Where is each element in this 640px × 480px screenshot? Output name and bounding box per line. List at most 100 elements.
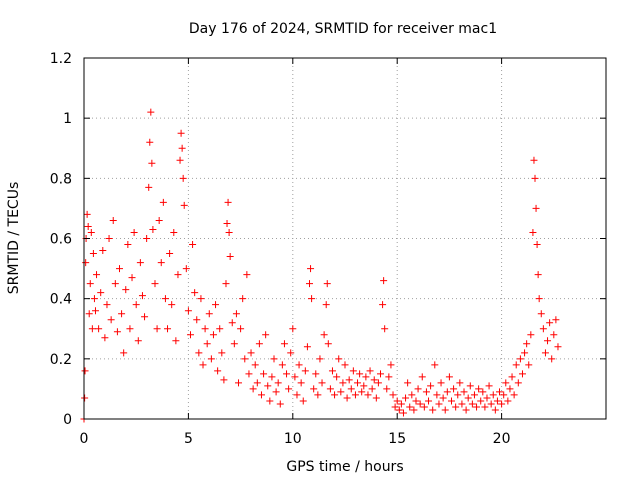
data-point [99,247,107,255]
data-point [452,403,460,411]
data-point [443,388,451,396]
data-point [81,394,89,402]
data-point [535,295,543,303]
data-point [550,331,558,339]
data-point [128,274,136,282]
data-point [456,379,464,387]
data-point [360,382,368,390]
data-point [425,397,433,405]
y-tick-label: 0 [63,412,72,428]
data-point [214,367,222,375]
data-point [475,385,483,393]
data-point [143,235,151,242]
x-tick-label: 15 [388,431,406,447]
data-point [101,334,109,342]
data-point [412,397,420,405]
data-point [153,325,161,333]
data-point [406,403,414,411]
data-point [554,343,562,351]
data-point [205,310,213,318]
data-point [548,355,556,363]
data-point [293,391,301,399]
data-point [81,367,89,375]
data-point [379,301,387,309]
data-point [441,406,449,414]
data-point [111,280,119,288]
y-tick-label: 1 [63,111,72,127]
data-point [179,174,187,182]
data-point [82,259,90,267]
data-point [291,373,299,381]
data-point [239,295,247,303]
data-point [87,228,95,236]
data-point [103,301,111,309]
data-point [89,250,97,258]
data-point [136,259,144,267]
data-point [389,391,397,399]
data-point [216,325,224,333]
data-point [303,343,311,351]
data-point [489,391,497,399]
data-point [299,397,307,405]
data-point [439,394,447,402]
data-point [504,397,512,405]
data-point [166,250,174,258]
data-point [105,235,113,242]
data-point [118,310,126,318]
data-point [539,325,547,333]
data-point [514,379,522,387]
data-point [85,310,93,318]
data-point [146,138,154,146]
data-point [218,349,226,357]
data-point [351,391,359,399]
data-point [347,385,355,393]
data-point [287,349,295,357]
data-point [372,394,380,402]
data-point [126,325,134,333]
data-point [257,391,265,399]
data-point [533,241,541,249]
data-point [399,409,407,417]
data-point [420,403,428,411]
data-point [84,222,92,230]
x-tick-label: 10 [284,431,302,447]
data-point [201,325,209,333]
data-point [168,301,176,309]
data-point [410,406,418,414]
data-point [525,361,533,369]
data-point [228,319,236,327]
data-point [518,370,526,378]
data-point [177,129,185,137]
data-point [393,397,401,405]
data-point [345,376,353,384]
data-point [115,265,123,273]
data-point [161,295,169,303]
data-point [314,391,322,399]
data-point [502,379,510,387]
data-point [138,292,146,300]
data-point [468,400,476,408]
data-point [531,174,539,182]
data-point [83,210,91,218]
data-point [343,394,351,402]
data-point [295,361,303,369]
data-point [278,361,286,369]
data-point [189,241,197,249]
data-point [447,397,455,405]
data-point [223,219,231,227]
data-point [485,382,493,390]
data-point [331,391,339,399]
data-point [541,349,549,357]
data-point [91,307,99,315]
data-point [226,253,234,261]
data-point [141,313,149,321]
data-point [147,108,155,116]
data-point [487,400,495,408]
data-point [145,183,153,191]
data-point [176,156,184,164]
data-point [370,376,378,384]
data-point [93,271,101,279]
y-tick-label: 0.2 [50,352,72,368]
data-point [429,406,437,414]
